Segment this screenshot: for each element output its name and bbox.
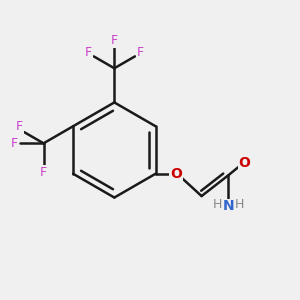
Text: F: F	[40, 166, 47, 178]
Text: F: F	[16, 120, 23, 133]
Text: F: F	[85, 46, 92, 59]
Text: O: O	[170, 167, 182, 181]
Text: H: H	[212, 199, 222, 212]
Text: F: F	[111, 34, 118, 47]
Text: F: F	[137, 46, 144, 59]
Text: H: H	[235, 199, 244, 212]
Text: O: O	[239, 156, 250, 170]
Text: F: F	[11, 137, 18, 150]
Text: N: N	[223, 200, 234, 214]
